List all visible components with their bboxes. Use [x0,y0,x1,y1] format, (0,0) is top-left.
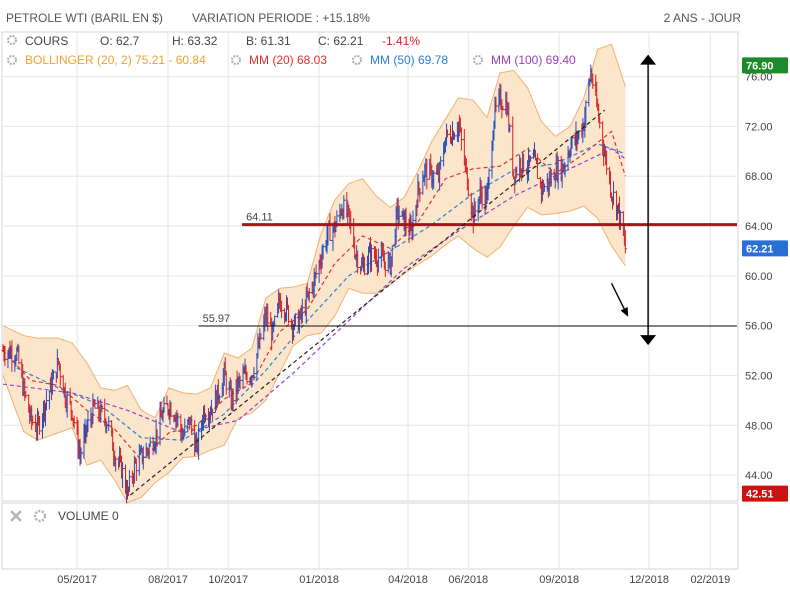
x-tick-label: 08/2017 [148,574,188,586]
bollinger-upper [2,43,626,419]
volume-frame [1,502,739,570]
bollinger-lower [2,205,626,504]
badge-last: 62.21 [742,240,788,257]
period-selector[interactable]: 2 ANS - JOUR [664,11,742,25]
target-arrow-head-down [640,335,657,346]
legend-cours: COURS [25,34,68,48]
volume-value: 0 [112,509,119,523]
legend-high: H: 63.32 [172,34,218,48]
mm20-line [2,130,626,462]
svg-text:62.21: 62.21 [746,243,774,255]
legend-mm50: MM (50) 69.78 [370,53,448,67]
support-line-label: 55.97 [203,313,231,325]
cours-settings-icon[interactable] [7,35,17,45]
y-tick-label: 76.00 [745,72,773,84]
x-tick-label: 12/2018 [629,574,669,586]
badge-low: 42.51 [742,485,788,502]
trend-line [130,109,606,496]
svg-text:42.51: 42.51 [746,489,774,501]
instrument-title: PETROLE WTI (BARIL EN $) [6,11,163,25]
target-arrow-head-up [640,54,657,65]
mm20-settings-icon[interactable] [231,55,241,65]
legend-open: O: 62.7 [100,34,140,48]
legend-change: -1.41% [382,34,420,48]
x-tick-label: 10/2017 [208,574,248,586]
y-tick-label: 64.00 [745,221,773,233]
bollinger-settings-icon[interactable] [7,55,17,65]
volume-settings-icon[interactable] [33,509,47,523]
x-tick-label: 04/2018 [388,574,428,586]
annotations: 64.11 55.97 [130,54,737,496]
y-tick-label: 52.00 [745,370,773,382]
x-tick-label: 05/2017 [57,574,97,586]
x-axis: 05/2017 08/2017 10/2017 01/2018 04/2018 06/20… [57,574,730,586]
x-tick-label: 09/2018 [539,574,579,586]
legend-bollinger: BOLLINGER (20, 2) 75.21 - 60.84 [25,53,206,67]
volume-label: VOLUME [58,509,109,523]
x-tick-label: 01/2018 [299,574,339,586]
y-tick-label: 56.00 [745,321,773,333]
legend-low: B: 61.31 [246,34,291,48]
x-tick-label: 06/2018 [448,574,488,586]
x-tick-label: 02/2019 [690,574,730,586]
direction-arrow [610,283,629,317]
badge-high: 76.90 [742,57,788,74]
volume-close-icon[interactable] [10,510,22,522]
legend-mm100: MM (100) 69.40 [491,53,576,67]
mm100-line [2,148,626,434]
y-tick-label: 48.00 [745,420,773,432]
support-line-label: 64.11 [246,212,273,224]
legend-close: C: 62.21 [318,34,364,48]
mm50-settings-icon[interactable] [352,55,362,65]
mm100-settings-icon[interactable] [473,55,483,65]
period-variation: VARIATION PERIODE : +15.18% [192,11,370,25]
y-tick-label: 68.00 [745,171,773,183]
y-tick-label: 44.00 [745,470,773,482]
svg-text:76.90: 76.90 [746,60,774,72]
y-tick-label: 60.00 [745,271,773,283]
legend-mm20: MM (20) 68.03 [249,53,327,67]
y-tick-label: 72.00 [745,121,773,133]
y-axis: 44.00 48.00 52.00 56.00 60.00 64.00 68.00 72.00… [745,72,773,483]
